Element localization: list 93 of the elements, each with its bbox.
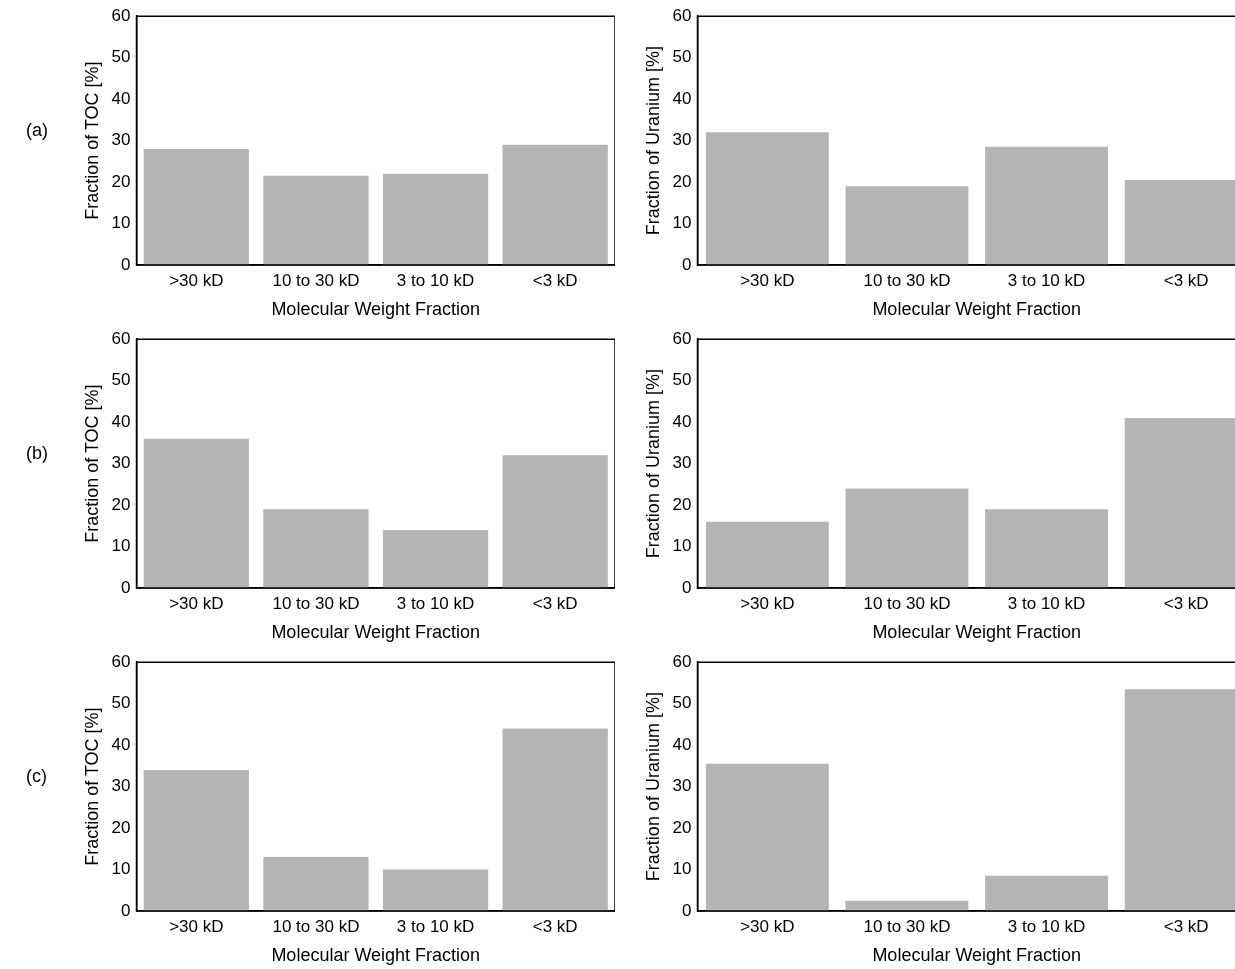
x-tick-label: >30 kD <box>740 916 795 936</box>
y-tick-label: 60 <box>111 651 131 671</box>
y-axis-title: Fraction of TOC [%] <box>81 384 102 543</box>
y-tick-label: 0 <box>682 577 692 597</box>
x-tick-label: <3 kD <box>1163 916 1209 936</box>
y-tick-label: 20 <box>672 171 692 191</box>
x-tick-label: 10 to 30 kD <box>863 916 951 936</box>
y-tick-label: 20 <box>111 171 131 191</box>
y-tick-label: 60 <box>672 328 692 348</box>
y-tick-label: 30 <box>672 130 692 150</box>
y-tick-label: 40 <box>111 411 131 431</box>
y-tick-label: 10 <box>672 213 692 233</box>
y-tick-label: 0 <box>682 254 692 274</box>
text: (a) <box>25 120 49 141</box>
x-tick-label: 10 to 30 kD <box>863 270 951 290</box>
y-tick-label: 20 <box>672 494 692 514</box>
y-tick-label: 0 <box>121 254 131 274</box>
x-tick-label: >30 kD <box>740 593 795 613</box>
y-tick-label: 0 <box>121 577 131 597</box>
x-tick-label: <3 kD <box>532 270 578 290</box>
bar <box>382 173 489 265</box>
y-tick-label: 60 <box>111 328 131 348</box>
x-tick-label: 3 to 10 kD <box>1007 270 1086 290</box>
bar <box>263 175 369 265</box>
x-tick-label: 10 to 30 kD <box>863 593 951 613</box>
x-axis-title: Molecular Weight Fraction <box>271 299 481 320</box>
x-axis-title: Molecular Weight Fraction <box>271 622 481 643</box>
y-axis-title: Fraction of TOC [%] <box>81 61 102 220</box>
y-tick-label: 20 <box>672 817 692 837</box>
y-tick-label: 10 <box>111 859 131 879</box>
bar <box>502 455 608 588</box>
y-axis-title: Fraction of TOC [%] <box>81 707 102 866</box>
x-tick-label: 10 to 30 kD <box>272 593 360 613</box>
x-tick-label: >30 kD <box>169 916 224 936</box>
y-tick-label: 40 <box>672 734 692 754</box>
y-tick-label: 20 <box>111 494 131 514</box>
x-tick-label: 10 to 30 kD <box>272 916 360 936</box>
x-tick-label: 3 to 10 kD <box>396 593 475 613</box>
y-tick-label: 0 <box>121 900 131 920</box>
bar <box>382 869 489 911</box>
bar <box>502 144 608 265</box>
bar <box>143 770 249 911</box>
bar <box>263 857 369 911</box>
y-tick-label: 30 <box>672 776 692 796</box>
y-tick-label: 30 <box>111 453 131 473</box>
x-tick-label: <3 kD <box>532 593 578 613</box>
x-tick-label: 3 to 10 kD <box>396 916 475 936</box>
y-tick-label: 40 <box>672 411 692 431</box>
y-tick-label: 50 <box>111 370 131 390</box>
x-tick-label: 3 to 10 kD <box>1007 593 1086 613</box>
y-tick-label: 30 <box>111 130 131 150</box>
y-tick-label: 50 <box>111 693 131 713</box>
y-axis-title: Fraction of Uranium [%] <box>642 46 663 236</box>
y-tick-label: 40 <box>111 88 131 108</box>
y-tick-label: 50 <box>672 370 692 390</box>
y-tick-label: 30 <box>111 776 131 796</box>
text: (b) <box>25 443 49 464</box>
y-tick-label: 40 <box>111 734 131 754</box>
bar <box>502 728 608 911</box>
y-tick-label: 10 <box>111 536 131 556</box>
y-tick-label: 0 <box>682 900 692 920</box>
x-axis-title: Molecular Weight Fraction <box>872 945 1082 966</box>
x-tick-label: >30 kD <box>169 593 224 613</box>
y-tick-label: 40 <box>672 88 692 108</box>
y-tick-label: 10 <box>672 536 692 556</box>
x-axis-title: Molecular Weight Fraction <box>872 299 1082 320</box>
x-tick-label: <3 kD <box>1163 270 1209 290</box>
x-tick-label: >30 kD <box>740 270 795 290</box>
y-axis-title: Fraction of Uranium [%] <box>642 369 663 559</box>
y-tick-label: 60 <box>111 5 131 25</box>
text: (c) <box>25 766 48 787</box>
x-tick-label: 10 to 30 kD <box>272 270 360 290</box>
y-tick-label: 10 <box>672 859 692 879</box>
y-axis-title: Fraction of Uranium [%] <box>642 692 663 882</box>
x-tick-label: 3 to 10 kD <box>1007 916 1086 936</box>
x-tick-label: <3 kD <box>532 916 578 936</box>
y-tick-label: 50 <box>672 47 692 67</box>
y-tick-label: 60 <box>672 651 692 671</box>
bar <box>263 509 369 588</box>
y-tick-label: 10 <box>111 213 131 233</box>
x-axis-title: Molecular Weight Fraction <box>271 945 481 966</box>
bar <box>143 438 249 588</box>
y-tick-label: 60 <box>672 5 692 25</box>
y-tick-label: 20 <box>111 817 131 837</box>
x-tick-label: >30 kD <box>169 270 224 290</box>
x-axis-title: Molecular Weight Fraction <box>872 622 1082 643</box>
y-tick-label: 50 <box>672 693 692 713</box>
x-tick-label: 3 to 10 kD <box>396 270 475 290</box>
x-tick-label: <3 kD <box>1163 593 1209 613</box>
bar <box>143 148 249 265</box>
y-tick-label: 50 <box>111 47 131 67</box>
bar <box>382 529 489 588</box>
y-tick-label: 30 <box>672 453 692 473</box>
